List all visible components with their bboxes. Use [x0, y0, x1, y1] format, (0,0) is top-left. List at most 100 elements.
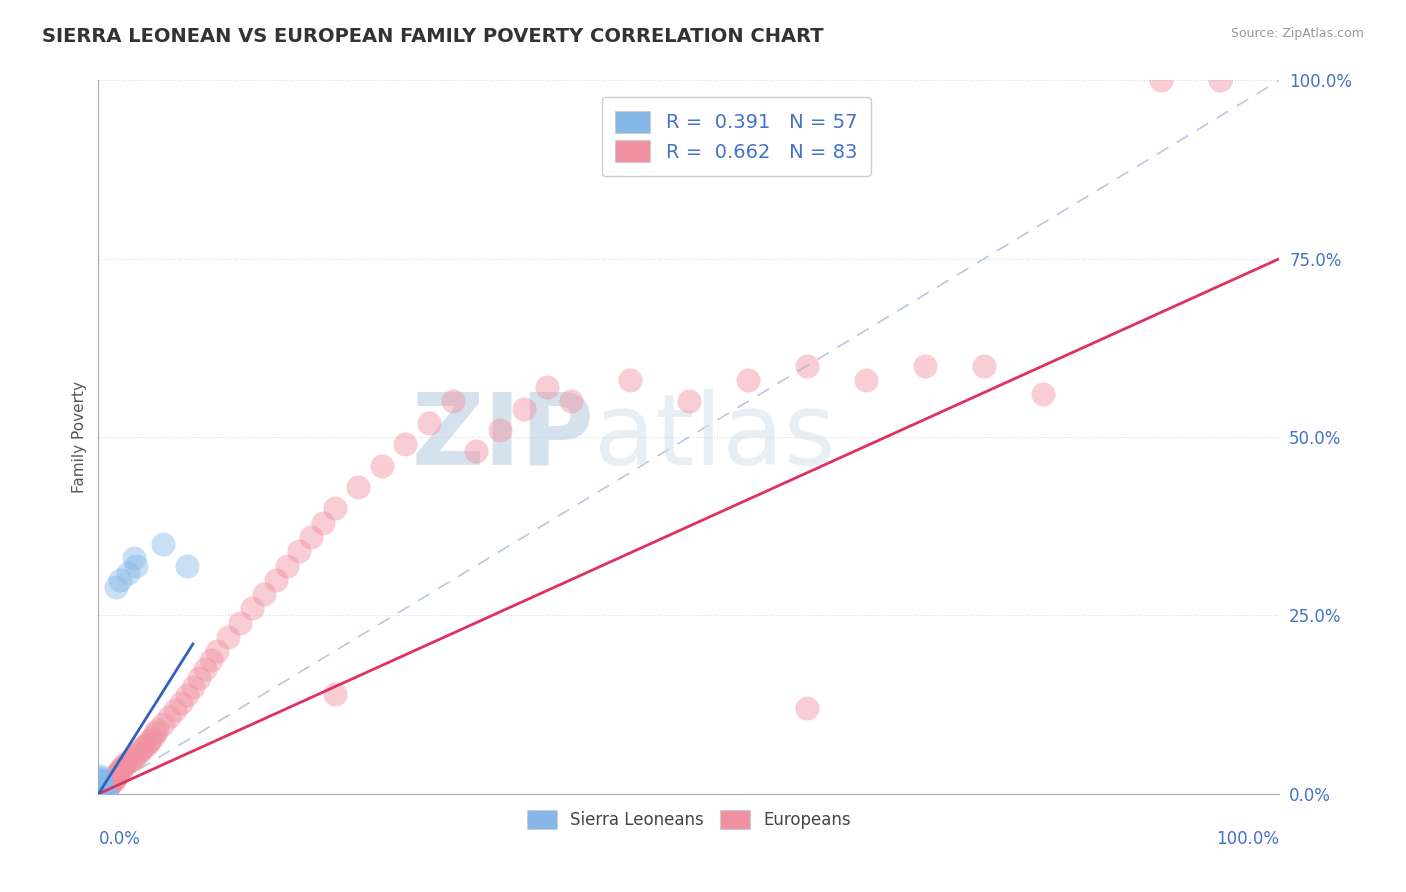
Point	[89, 783, 111, 797]
Point	[89, 780, 111, 795]
Point	[312, 516, 335, 530]
Point	[89, 785, 111, 799]
Point	[217, 630, 239, 644]
Point	[132, 740, 155, 755]
Point	[89, 786, 111, 800]
Point	[89, 785, 111, 799]
Point	[170, 696, 193, 710]
Point	[194, 662, 217, 676]
Point	[187, 671, 209, 685]
Point	[89, 786, 111, 800]
Point	[139, 732, 162, 747]
Point	[146, 723, 169, 737]
Point	[489, 423, 512, 437]
Point	[536, 380, 558, 394]
Point	[89, 778, 111, 792]
Point	[117, 566, 139, 580]
Text: ZIP: ZIP	[412, 389, 595, 485]
Point	[90, 785, 112, 799]
Text: SIERRA LEONEAN VS EUROPEAN FAMILY POVERTY CORRELATION CHART: SIERRA LEONEAN VS EUROPEAN FAMILY POVERT…	[42, 27, 824, 45]
Point	[89, 787, 111, 801]
Point	[796, 701, 818, 715]
Point	[89, 783, 111, 797]
Point	[157, 710, 180, 724]
Point	[1209, 73, 1232, 87]
Point	[89, 787, 111, 801]
Point	[93, 783, 115, 797]
Point	[418, 416, 440, 430]
Point	[205, 644, 228, 658]
Point	[110, 762, 132, 776]
Point	[89, 780, 111, 794]
Point	[176, 689, 198, 703]
Point	[89, 785, 111, 799]
Point	[100, 775, 122, 789]
Point	[89, 785, 111, 799]
Point	[973, 359, 995, 373]
Point	[125, 747, 148, 762]
Point	[737, 373, 759, 387]
Point	[323, 687, 346, 701]
Point	[108, 764, 131, 778]
Point	[89, 787, 111, 801]
Point	[94, 784, 117, 798]
Point	[152, 717, 174, 731]
Point	[105, 767, 128, 781]
Point	[105, 580, 128, 594]
Point	[200, 653, 222, 667]
Point	[89, 787, 111, 801]
Point	[796, 359, 818, 373]
Point	[89, 784, 111, 798]
Point	[91, 785, 114, 799]
Point	[89, 769, 111, 783]
Point	[108, 573, 131, 587]
Point	[394, 437, 416, 451]
Point	[121, 753, 143, 767]
Point	[914, 359, 936, 373]
Point	[560, 394, 582, 409]
Point	[89, 787, 111, 801]
Point	[89, 776, 111, 790]
Point	[253, 587, 276, 601]
Point	[89, 787, 111, 801]
Point	[89, 782, 111, 797]
Point	[299, 530, 322, 544]
Point	[89, 772, 111, 787]
Point	[181, 680, 204, 694]
Point	[89, 781, 111, 796]
Point	[125, 558, 148, 573]
Point	[465, 444, 488, 458]
Point	[89, 784, 111, 798]
Point	[89, 785, 111, 799]
Point	[89, 787, 111, 801]
Point	[240, 601, 263, 615]
Point	[129, 742, 152, 756]
Point	[89, 781, 111, 796]
Point	[678, 394, 700, 409]
Point	[1032, 387, 1054, 401]
Point	[288, 544, 311, 558]
Point	[122, 751, 145, 765]
Point	[89, 787, 111, 801]
Point	[89, 772, 111, 787]
Point	[276, 558, 298, 573]
Point	[96, 781, 118, 796]
Point	[619, 373, 641, 387]
Point	[128, 746, 150, 760]
Text: 0.0%: 0.0%	[98, 830, 141, 847]
Point	[89, 781, 111, 796]
Text: Source: ZipAtlas.com: Source: ZipAtlas.com	[1230, 27, 1364, 40]
Point	[89, 787, 111, 801]
Point	[112, 758, 135, 772]
Point	[152, 537, 174, 551]
Point	[229, 615, 252, 630]
Point	[89, 787, 111, 801]
Point	[122, 551, 145, 566]
Point	[89, 787, 111, 801]
Point	[91, 786, 114, 800]
Point	[89, 787, 111, 801]
Point	[165, 703, 187, 717]
Point	[441, 394, 464, 409]
Point	[89, 776, 111, 790]
Point	[143, 726, 166, 740]
